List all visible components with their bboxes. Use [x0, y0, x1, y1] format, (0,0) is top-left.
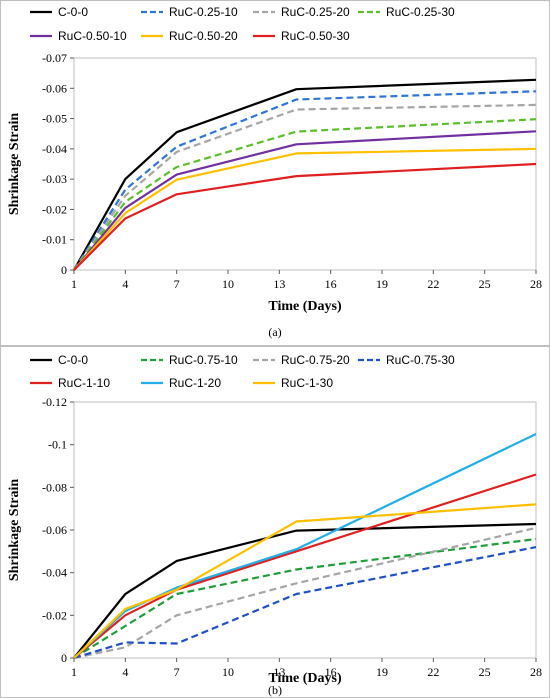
y-axis-title: Shrinkage Strain	[7, 113, 22, 216]
y-tick-label: -0.12	[42, 395, 67, 409]
y-tick-label: -0.02	[42, 608, 67, 622]
x-tick-label: 28	[530, 665, 542, 679]
legend-label: RuC-0.75-30	[386, 353, 455, 367]
series-line-c-0-0	[73, 78, 537, 271]
series-line-ruc-0-75-30	[73, 546, 537, 660]
y-tick-label: -0.04	[42, 566, 67, 580]
x-tick-label: 7	[174, 277, 180, 291]
x-tick-label: 10	[222, 665, 234, 679]
series-line-ruc-0-50-20	[73, 147, 537, 271]
chart-panel-1: 0 -0.01 -0.02 -0.03 -0.04 -0.05 -0.06 -0.07 1 4 7 1…	[0, 0, 550, 346]
y-tick-label: -0.1	[48, 438, 67, 452]
series-line-ruc-1-30	[73, 503, 537, 659]
panel-frame	[0, 0, 550, 346]
series-line-ruc-1-20	[73, 433, 537, 659]
y-tick-label: -0.07	[42, 51, 67, 65]
x-tick-label: 10	[222, 277, 234, 291]
panel-caption: (b)	[268, 683, 282, 697]
legend-label: RuC-1-30	[281, 376, 333, 390]
legend-label: C-0-0	[58, 5, 88, 19]
x-tick-label: 16	[325, 277, 337, 291]
y-axis-title: Shrinkage Strain	[7, 479, 22, 582]
series-line-ruc-0-25-30	[73, 118, 537, 271]
y-tick-label: -0.03	[42, 172, 67, 186]
x-tick-label: 7	[174, 665, 180, 679]
legend-label: RuC-1-10	[58, 376, 110, 390]
legend-label: RuC-0.25-20	[281, 5, 350, 19]
x-tick-label: 16	[325, 665, 337, 679]
x-tick-label: 19	[376, 277, 388, 291]
legend-label: RuC-1-20	[169, 376, 221, 390]
legend-label: RuC-0.75-20	[281, 353, 350, 367]
x-tick-label: 13	[273, 665, 285, 679]
series-line-ruc-0-50-10	[73, 130, 537, 271]
series-line-c-0-0	[73, 522, 537, 659]
series-line-ruc-1-10	[73, 473, 537, 659]
y-tick-label: -0.01	[42, 233, 67, 247]
legend-label: RuC-0.75-10	[169, 353, 238, 367]
panel-frame	[0, 346, 550, 698]
legend-label: RuC-0.50-30	[281, 29, 350, 43]
legend-label: C-0-0	[58, 353, 88, 367]
y-tick-label: -0.05	[42, 112, 67, 126]
x-tick-label: 28	[530, 277, 542, 291]
y-tick-label: -0.06	[42, 523, 67, 537]
y-tick-label: 0	[61, 651, 67, 665]
panel-caption: (a)	[268, 325, 281, 339]
x-tick-label: 4	[122, 277, 128, 291]
x-axis-title: Time (Days)	[268, 671, 342, 686]
legend-label: RuC-0.25-30	[386, 5, 455, 19]
x-tick-label: 19	[376, 665, 388, 679]
series-line-ruc-0-25-20	[73, 103, 537, 271]
series-line-ruc-0-75-10	[73, 537, 537, 659]
legend-label: RuC-0.50-20	[169, 29, 238, 43]
y-tick-label: 0	[61, 263, 67, 277]
x-tick-label: 22	[427, 277, 439, 291]
x-tick-label: 25	[479, 665, 491, 679]
series-line-ruc-0-75-20	[73, 526, 537, 660]
legend-label: RuC-0.50-10	[58, 29, 127, 43]
y-tick-label: -0.02	[42, 202, 67, 216]
x-tick-label: 1	[71, 277, 77, 291]
y-tick-label: -0.06	[42, 81, 67, 95]
y-tick-label: -0.08	[42, 480, 67, 494]
x-tick-label: 1	[71, 665, 77, 679]
x-tick-label: 22	[427, 665, 439, 679]
chart-panel-2: 0 -0.02 -0.04 -0.06 -0.08 -0.1 -0.12 1 4 7 10 13 16 1…	[0, 346, 550, 698]
series-line-ruc-0-50-30	[73, 162, 537, 271]
y-tick-label: -0.04	[42, 142, 67, 156]
x-axis-title: Time (Days)	[268, 299, 342, 314]
legend-label: RuC-0.25-10	[169, 5, 238, 19]
x-tick-label: 13	[273, 277, 285, 291]
x-tick-label: 4	[122, 665, 128, 679]
x-tick-label: 25	[479, 277, 491, 291]
